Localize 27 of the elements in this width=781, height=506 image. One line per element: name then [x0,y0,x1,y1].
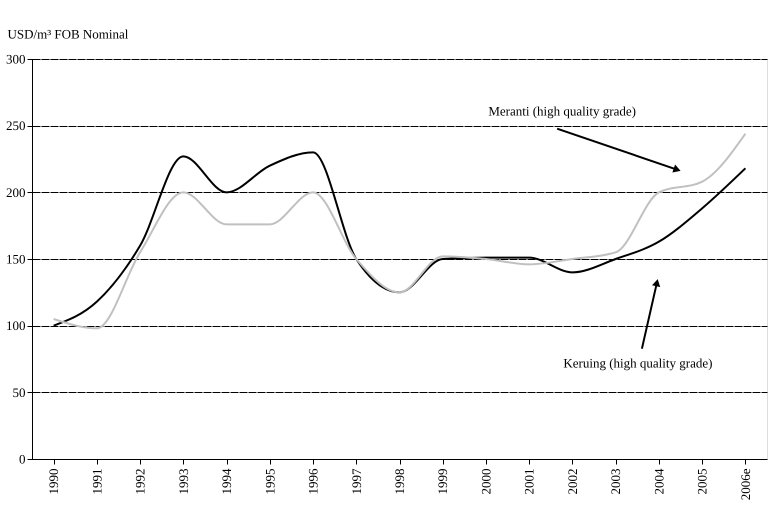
y-tick-label: 100 [6,318,26,334]
x-tick-label: 1999 [435,468,450,494]
x-tick-label: 2006e [738,468,753,500]
y-tick-label: 50 [12,384,26,400]
x-tick-label: 1995 [262,468,278,494]
y-tick-label: 150 [6,252,26,266]
x-tick-label: 2005 [694,468,710,494]
y-tick-label: 250 [6,118,26,134]
text: Meranti (high quality grade) [488,104,636,119]
y-tick-label: 300 [6,52,26,66]
x-tick-label: 1993 [176,468,191,494]
x-tick-label: 2001 [522,468,537,494]
x-tick-label: 2002 [564,468,580,494]
y-axis-title: USD/m³ FOB Nominal [8,26,129,42]
x-tick-label: 1994 [219,468,234,494]
x-tick-label: 1991 [89,468,104,494]
x-tick-label: 1990 [46,468,62,494]
y-tick-label: 0 [19,452,26,466]
x-tick-label: 2003 [608,468,624,494]
x-tick-label: 1997 [348,468,364,494]
x-tick-label: 1996 [306,468,321,494]
x-tick-label: 1992 [132,468,148,494]
x-tick-label: 2004 [651,468,666,494]
text: Keruing (high quality grade) [563,356,712,371]
x-tick-label: 2000 [478,468,494,494]
x-tick-label: 1998 [392,468,407,494]
y-tick-label: 200 [6,184,26,200]
